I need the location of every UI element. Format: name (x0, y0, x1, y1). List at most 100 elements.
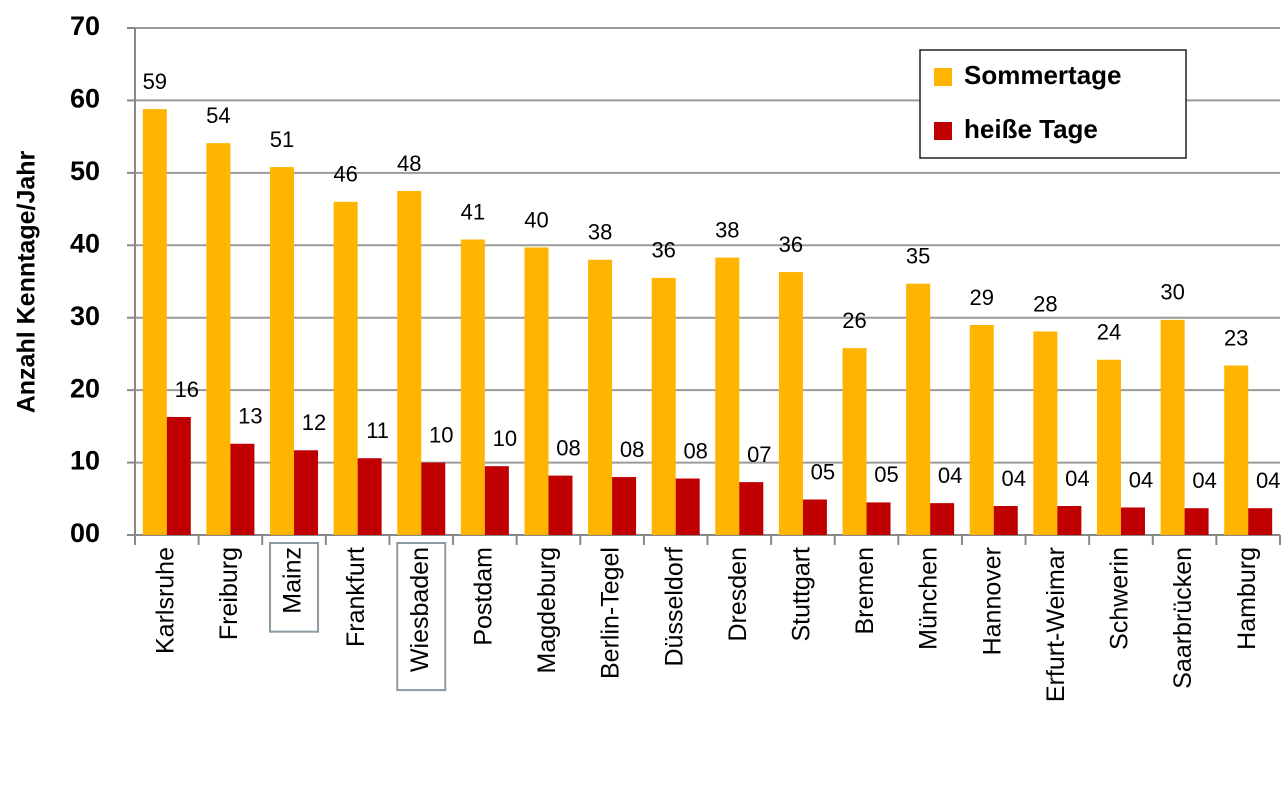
bar (460, 239, 485, 535)
data-label: 16 (175, 377, 199, 402)
data-label: 05 (811, 459, 835, 484)
x-tick-label: München (915, 547, 943, 650)
legend-swatch (934, 122, 952, 140)
bar (524, 247, 549, 536)
data-label: 30 (1160, 280, 1184, 305)
y-tick-label: 60 (70, 84, 100, 114)
bar (739, 482, 764, 535)
x-tick-label: Hannover (978, 547, 1006, 655)
data-label: 23 (1224, 325, 1248, 350)
x-tick-label: Saarbrücken (1169, 547, 1197, 689)
data-label: 12 (302, 410, 326, 435)
x-tick-label: Mainz (279, 547, 307, 614)
data-label: 40 (524, 207, 548, 232)
data-label: 04 (938, 463, 962, 488)
data-label: 24 (1097, 320, 1121, 345)
x-tick-label: Schwerin (1106, 547, 1134, 650)
x-tick-label: Erfurt-Weimar (1042, 547, 1070, 702)
y-tick-label: 10 (70, 446, 100, 476)
x-tick-label: Berlin-Tegel (597, 547, 625, 679)
x-tick-label: Düsseldorf (660, 547, 688, 667)
data-label: 38 (715, 217, 739, 242)
data-label: 51 (270, 127, 294, 152)
data-label: 08 (683, 438, 707, 463)
legend-label: Sommertage (964, 60, 1122, 90)
data-label: 10 (493, 426, 517, 451)
bar (588, 259, 613, 535)
bar (1096, 359, 1121, 535)
data-label: 36 (651, 238, 675, 263)
x-tick-label: Freiburg (215, 547, 243, 640)
bar (802, 499, 827, 535)
legend-swatch (934, 68, 952, 86)
bar (866, 502, 891, 535)
x-tick-label: Magdeburg (533, 547, 561, 673)
data-label: 04 (1002, 466, 1026, 491)
y-tick-label: 00 (70, 518, 100, 548)
bar (1120, 507, 1145, 535)
data-label: 41 (461, 199, 485, 224)
bar (166, 416, 191, 535)
x-tick-label: Dresden (724, 547, 752, 642)
data-label: 28 (1033, 291, 1057, 316)
legend-box (919, 49, 1187, 159)
highlight-box (269, 542, 320, 633)
data-label: 26 (842, 308, 866, 333)
bar (715, 257, 740, 535)
x-tick-label: Stuttgart (788, 547, 816, 642)
data-label: 46 (333, 162, 357, 187)
bar (1160, 319, 1185, 535)
bar (421, 462, 446, 535)
data-label: 13 (238, 404, 262, 429)
bar (1033, 331, 1058, 535)
bar (930, 503, 955, 535)
x-tick-label: Karlsruhe (151, 547, 179, 654)
bar (294, 450, 319, 535)
bar (333, 201, 358, 536)
y-tick-label: 20 (70, 373, 100, 403)
bar (1248, 508, 1273, 535)
y-axis-label: Anzahl Kenntage/Jahr (13, 150, 41, 413)
data-label: 48 (397, 151, 421, 176)
x-tick-label: Hamburg (1233, 547, 1261, 650)
x-tick-label: Frankfurt (342, 547, 370, 647)
data-label: 08 (556, 435, 580, 460)
bar (906, 283, 931, 535)
data-label: 54 (206, 103, 230, 128)
data-label: 35 (906, 243, 930, 268)
data-label: 36 (779, 232, 803, 257)
data-label: 38 (588, 220, 612, 245)
data-label: 08 (620, 437, 644, 462)
bar (270, 167, 295, 535)
bar (142, 109, 167, 536)
bar (484, 466, 509, 535)
y-tick-label: 50 (70, 156, 100, 186)
bar (397, 190, 422, 535)
x-tick-label: Wiesbaden (406, 547, 434, 672)
data-label: 05 (874, 462, 898, 487)
bar (548, 475, 573, 535)
bar (969, 324, 994, 535)
data-label: 04 (1129, 467, 1153, 492)
data-label: 04 (1256, 468, 1280, 493)
legend-label: heiße Tage (964, 114, 1098, 144)
bar (993, 506, 1018, 535)
data-label: 11 (366, 418, 389, 443)
data-label: 59 (143, 69, 167, 94)
bar (1057, 506, 1082, 535)
bar (778, 272, 803, 535)
x-tick-label: Bremen (851, 547, 879, 635)
x-tick-label: Postdam (469, 547, 497, 646)
bar (230, 443, 255, 535)
highlight-box (396, 542, 447, 692)
bar (842, 348, 867, 535)
bar (1224, 365, 1249, 535)
data-label: 04 (1192, 468, 1216, 493)
y-tick-label: 40 (70, 228, 100, 258)
bar (1184, 508, 1209, 535)
data-label: 07 (747, 442, 771, 467)
bar (357, 458, 382, 535)
y-tick-label: 70 (70, 11, 100, 41)
bar (206, 143, 231, 535)
